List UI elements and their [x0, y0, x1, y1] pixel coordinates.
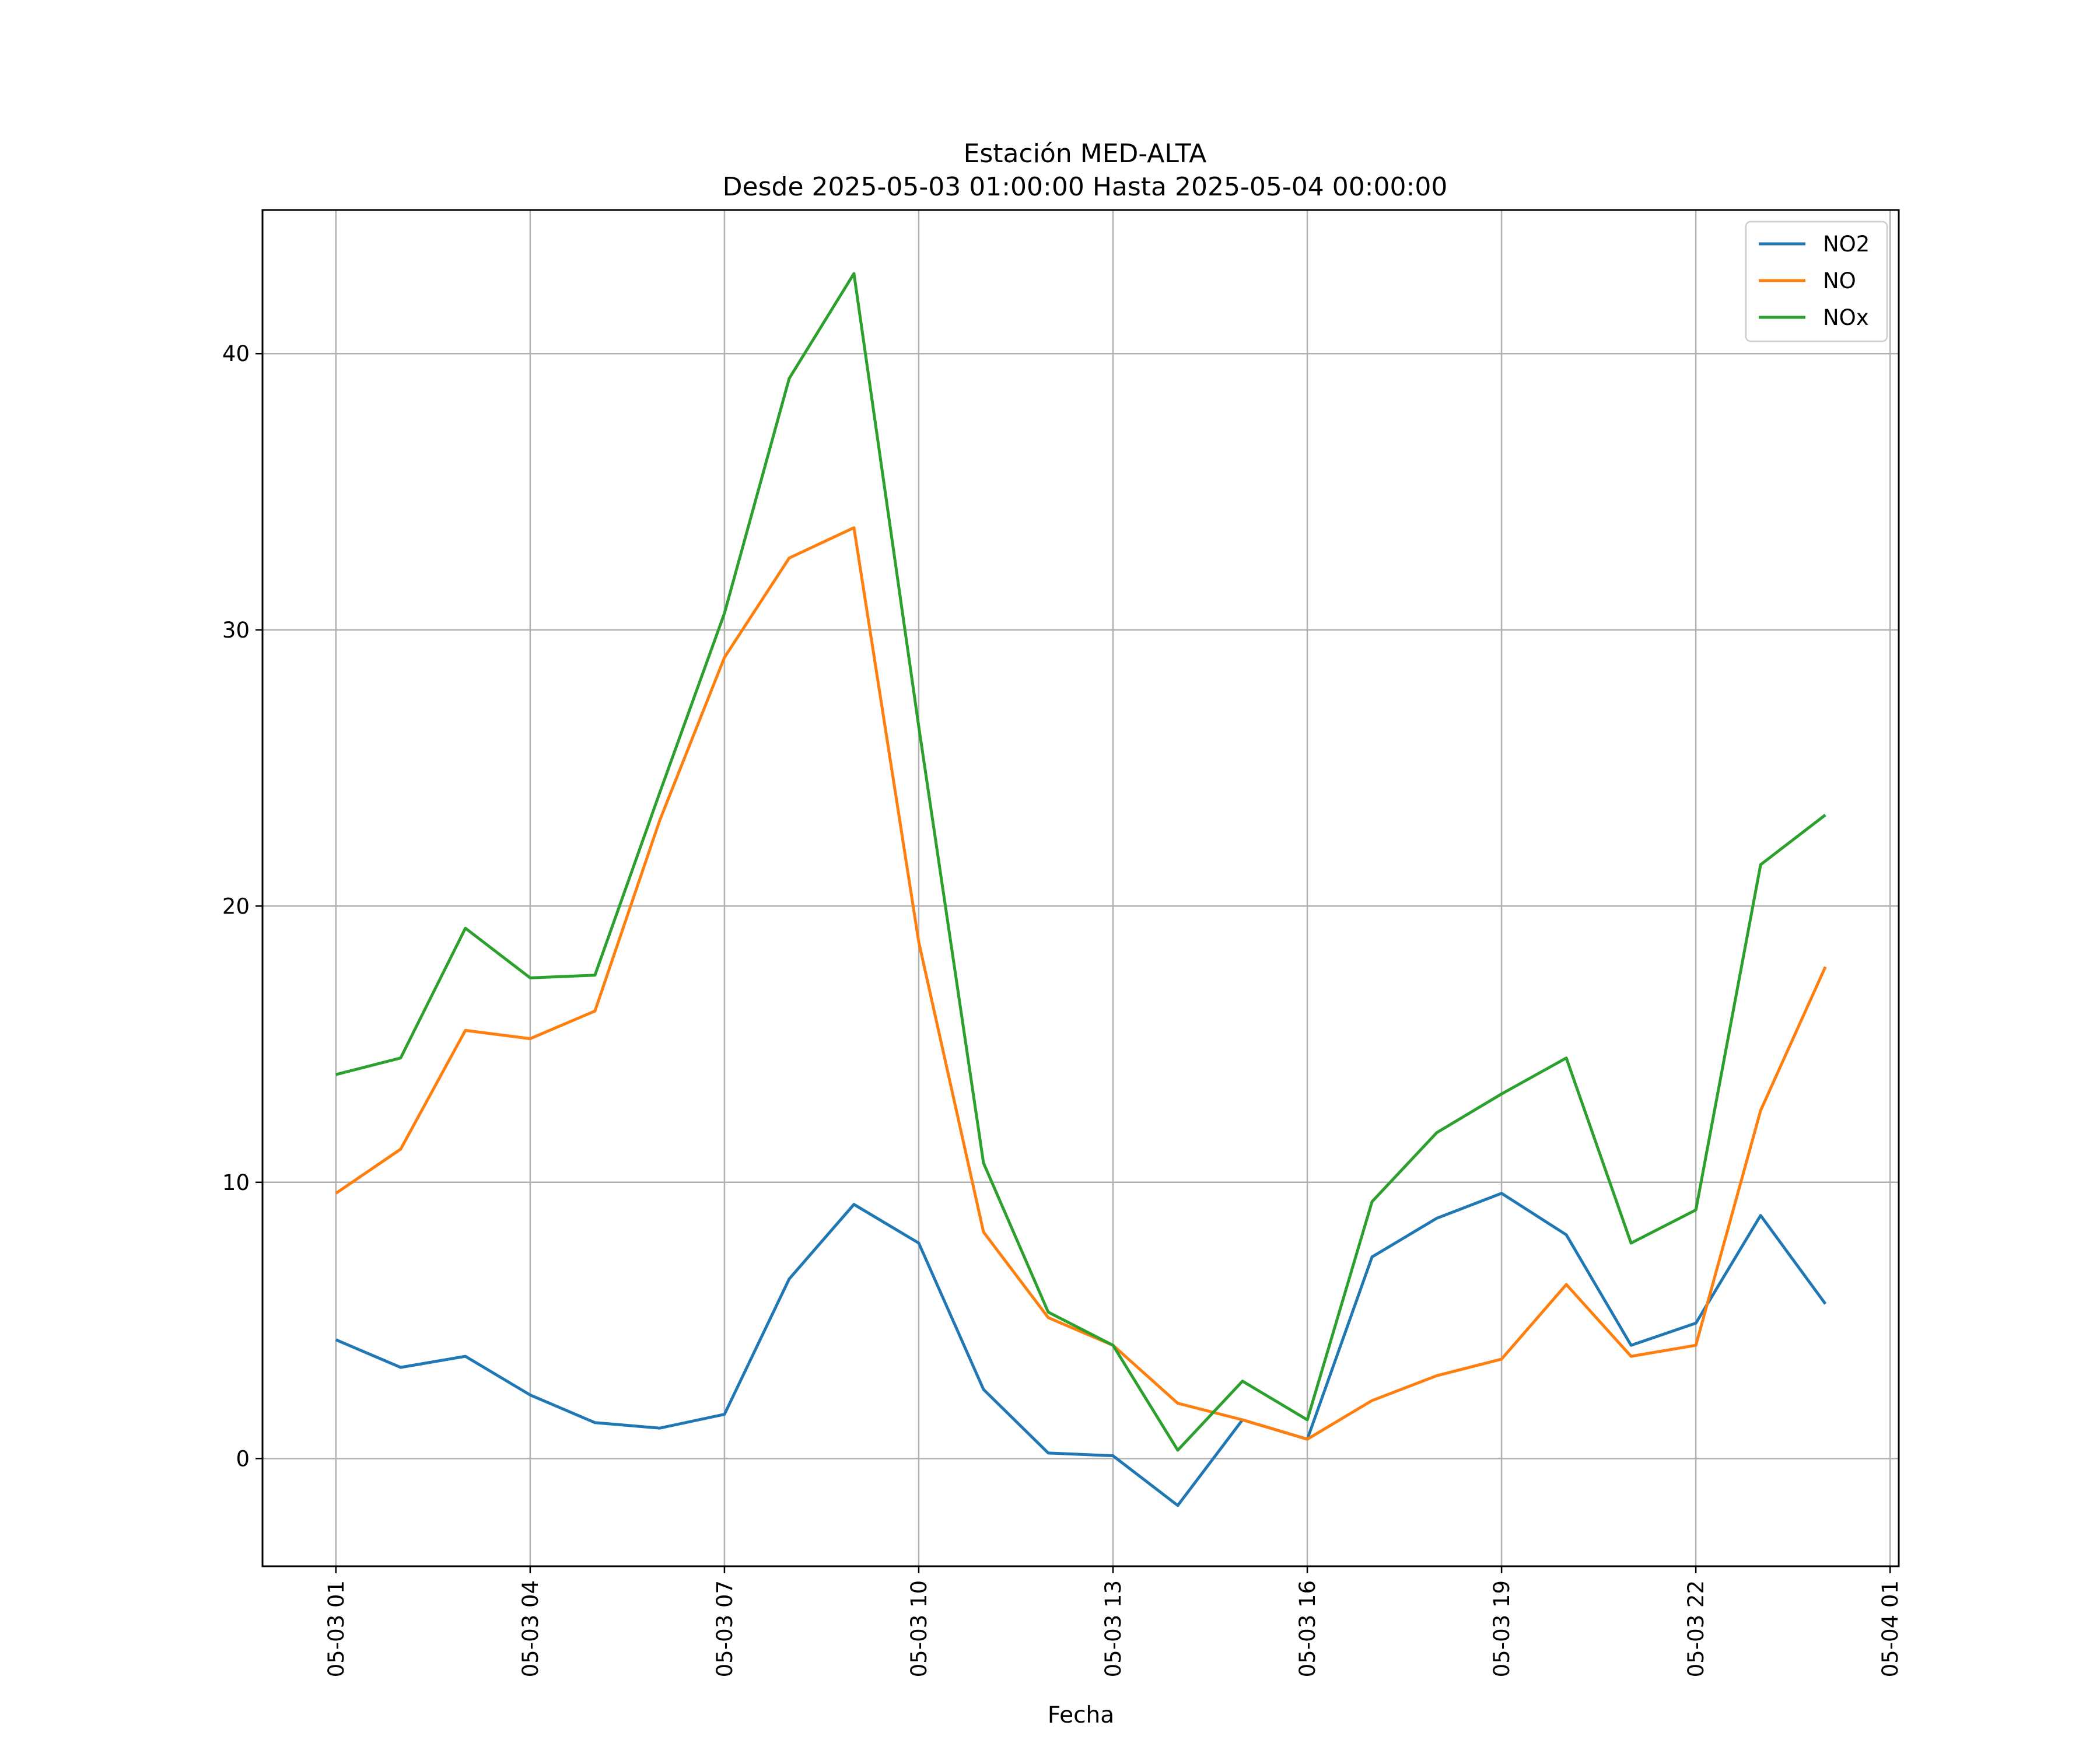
series-lines	[335, 272, 1827, 1507]
grid	[262, 210, 1899, 1566]
plot-frame	[261, 209, 1900, 1567]
x-axis: 05-03 01 05-03 04 05-03 07 05-03 10 05-03 13…	[324, 1566, 1903, 1677]
series-line-nox	[335, 272, 1826, 1452]
legend-label-no2: NO2	[1823, 232, 1870, 257]
legend-label-no: NO	[1823, 268, 1856, 293]
x-tick-label: 05-03 19	[1489, 1580, 1514, 1677]
legend-box	[1745, 220, 1888, 342]
x-tick-label: 05-03 01	[324, 1580, 349, 1677]
x-tick-label: 05-03 10	[907, 1580, 932, 1677]
y-tick-label: 30	[222, 618, 250, 643]
series-line-no2	[335, 1192, 1827, 1507]
legend: NO2 NO NOx	[1745, 220, 1888, 342]
x-tick-label: 05-03 04	[518, 1580, 543, 1677]
legend-label-nox: NOx	[1823, 305, 1869, 330]
x-tick-label: 05-03 16	[1295, 1580, 1320, 1677]
x-tick-label: 05-03 13	[1101, 1580, 1126, 1677]
series-line-no	[335, 526, 1827, 1441]
y-tick-label: 40	[222, 341, 250, 366]
x-tick-label: 05-04 01	[1878, 1580, 1903, 1677]
y-axis: 0 10 20 30 40	[222, 341, 262, 1471]
y-tick-label: 10	[222, 1170, 250, 1195]
chart-title: Estación MED-ALTA	[964, 139, 1207, 169]
y-tick-label: 20	[222, 894, 250, 919]
x-tick-label: 05-03 07	[712, 1580, 737, 1677]
chart-subtitle: Desde 2025-05-03 01:00:00 Hasta 2025-05-…	[723, 172, 1448, 202]
y-tick-label: 0	[236, 1446, 250, 1471]
x-tick-label: 05-03 22	[1684, 1580, 1709, 1677]
x-axis-label: Fecha	[1048, 1702, 1114, 1728]
